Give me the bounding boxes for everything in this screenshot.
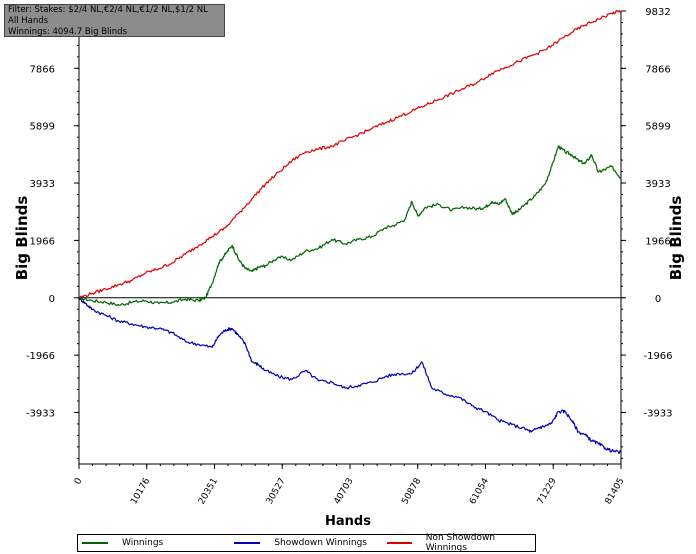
y-tick-label-right: -1966 bbox=[643, 351, 672, 362]
x-axis-title: Hands bbox=[325, 514, 371, 529]
y-tick-label-right: 9832 bbox=[645, 7, 670, 18]
x-tick-label: 0 bbox=[73, 476, 85, 486]
legend-label-winnings: Winnings bbox=[122, 538, 164, 548]
filter-hands-text: All Hands bbox=[8, 16, 49, 26]
y-axis-title-left: Big Blinds bbox=[13, 196, 31, 281]
legend-swatch-showdown bbox=[234, 542, 261, 544]
y-tick-label-right: 1966 bbox=[645, 236, 670, 247]
y-tick-label-right: -3933 bbox=[643, 408, 672, 419]
series-line-winnings bbox=[78, 145, 622, 307]
legend-item-winnings: Winnings bbox=[78, 538, 230, 548]
x-tick-label: 81405 bbox=[604, 477, 627, 507]
x-tick-label: 30527 bbox=[265, 477, 288, 507]
y-tick-label-right: 3933 bbox=[645, 179, 670, 190]
y-tick-label-left: 5899 bbox=[30, 122, 55, 133]
y-tick-label-left: 3933 bbox=[30, 179, 55, 190]
y-tick-label-left: 1966 bbox=[30, 236, 55, 247]
series-line-non-showdown bbox=[79, 10, 622, 299]
legend-swatch-non-showdown bbox=[386, 542, 412, 544]
y-tick-label-left: -3933 bbox=[26, 408, 55, 419]
axes bbox=[74, 10, 626, 469]
x-tick-label: 71229 bbox=[536, 476, 559, 506]
y-tick-label-right: 0 bbox=[655, 294, 661, 305]
legend-label-showdown: Showdown Winnings bbox=[274, 538, 367, 548]
y-tick-label-left: 7866 bbox=[30, 64, 55, 75]
x-tick-label: 61054 bbox=[468, 476, 491, 506]
legend-item-showdown: Showdown Winnings bbox=[230, 538, 382, 548]
y-tick-label-right: 7866 bbox=[645, 64, 670, 75]
legend-item-non-showdown: Non Showdown Winnings bbox=[383, 533, 535, 553]
x-tick-label: 50878 bbox=[400, 476, 423, 506]
x-tick-label: 20351 bbox=[197, 477, 220, 507]
legend: Winnings Showdown Winnings Non Showdown … bbox=[77, 533, 536, 553]
legend-label-non-showdown: Non Showdown Winnings bbox=[425, 533, 496, 553]
y-tick-label-left: 0 bbox=[49, 294, 55, 305]
y-axis-title-right: Big Blinds bbox=[667, 196, 685, 281]
x-tick-label: 40703 bbox=[333, 477, 356, 507]
filter-stakes-text: Filter: Stakes: $2/4 NL,€2/4 NL,€1/2 NL,… bbox=[8, 5, 208, 15]
legend-swatch-winnings bbox=[82, 542, 108, 544]
x-tick-label: 10176 bbox=[129, 476, 152, 506]
filter-winnings-text: Winnings: 4094.7 Big Blinds bbox=[8, 27, 127, 37]
series-line-showdown bbox=[78, 297, 622, 454]
filter-info-box: Filter: Stakes: $2/4 NL,€2/4 NL,€1/2 NL,… bbox=[4, 4, 225, 37]
y-tick-label-right: 5899 bbox=[645, 122, 670, 133]
series-layer bbox=[78, 10, 622, 454]
tick-labels: -3933 -3933 -1966 -1966 0 0 1966 1966 3933 3933 58… bbox=[26, 7, 673, 506]
y-tick-label-left: -1966 bbox=[26, 351, 55, 362]
